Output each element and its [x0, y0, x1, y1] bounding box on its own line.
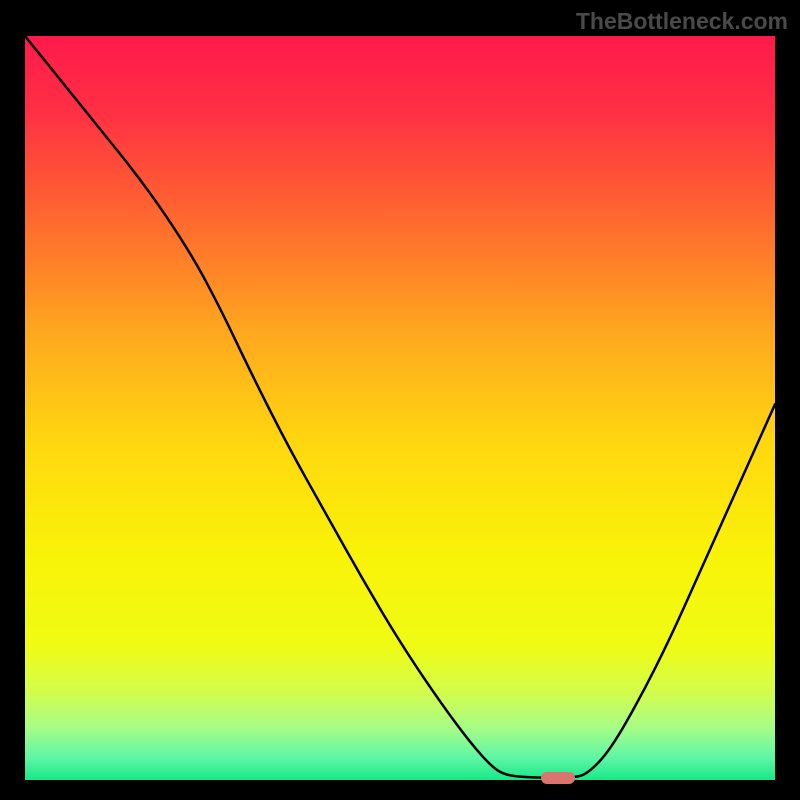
gradient-background: [25, 36, 775, 780]
plot-area: [25, 36, 775, 780]
watermark-text: TheBottleneck.com: [576, 8, 788, 35]
optimal-marker: [541, 772, 575, 784]
chart-container: { "watermark": { "text": "TheBottleneck.…: [0, 0, 800, 800]
